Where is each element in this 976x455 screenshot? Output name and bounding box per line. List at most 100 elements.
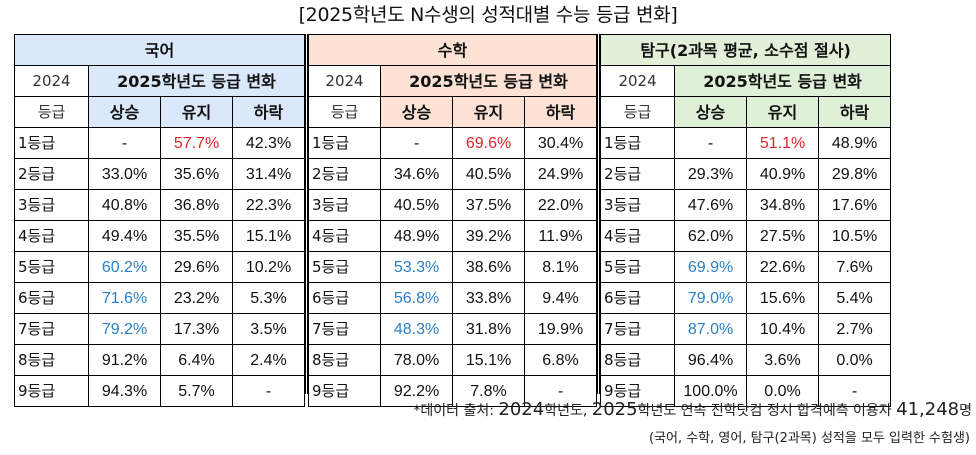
up-cell: 40.8% bbox=[88, 189, 161, 221]
down-cell: 3.5% bbox=[231, 313, 306, 345]
same-header: 유지 bbox=[160, 96, 233, 128]
grade-cell: 1등급 bbox=[308, 127, 382, 159]
table-row: 7등급 79.2% 17.3% 3.5% bbox=[14, 313, 306, 345]
same-cell: 38.6% bbox=[452, 251, 526, 283]
grade-change-tables: 국어 2024 2025학년도 등급 변화 등급 상승 유지 하락 1등급 -57… bbox=[13, 34, 892, 407]
down-header: 하락 bbox=[818, 96, 892, 128]
table-row: 2등급 34.6% 40.5% 24.9% bbox=[308, 158, 598, 190]
up-header: 상승 bbox=[88, 96, 161, 128]
up-cell: 96.4% bbox=[674, 344, 748, 376]
same-cell: 36.8% bbox=[160, 189, 233, 221]
footnote-text-1: 학년도, bbox=[544, 403, 592, 419]
up-cell: 92.2% bbox=[380, 375, 454, 407]
down-cell: 15.1% bbox=[231, 220, 306, 252]
same-cell: 39.2% bbox=[452, 220, 526, 252]
same-cell: 40.9% bbox=[746, 158, 820, 190]
subject-header-math: 수학 bbox=[308, 34, 598, 66]
change-2025-header: 2025학년도 등급 변화 bbox=[380, 65, 598, 97]
down-cell: 5.4% bbox=[818, 282, 892, 314]
table-row: 3등급 47.6% 34.8% 17.6% bbox=[600, 189, 892, 221]
grade-cell: 3등급 bbox=[14, 189, 89, 221]
table-row: 5등급 60.2% 29.6% 10.2% bbox=[14, 251, 306, 283]
table-row: 2등급 29.3% 40.9% 29.8% bbox=[600, 158, 892, 190]
same-cell: 51.1% bbox=[746, 127, 820, 159]
same-cell: 5.7% bbox=[160, 375, 233, 407]
same-cell: 6.4% bbox=[160, 344, 233, 376]
down-cell: 2.4% bbox=[231, 344, 306, 376]
grade-cell: 6등급 bbox=[14, 282, 89, 314]
grade-cell: 2등급 bbox=[14, 158, 89, 190]
math-table: 수학 2024 2025학년도 등급 변화 등급 상승 유지 하락 1등급 -69… bbox=[308, 34, 598, 407]
up-cell: - bbox=[380, 127, 454, 159]
table-row: 1등급 -51.1% 48.9% bbox=[600, 127, 892, 159]
grade-cell: 8등급 bbox=[308, 344, 382, 376]
down-cell: 7.6% bbox=[818, 251, 892, 283]
same-cell: 40.5% bbox=[452, 158, 526, 190]
same-cell: 35.5% bbox=[160, 220, 233, 252]
grade-cell: 5등급 bbox=[600, 251, 676, 283]
up-cell: 60.2% bbox=[88, 251, 161, 283]
table-divider bbox=[305, 34, 309, 394]
down-cell: 24.9% bbox=[524, 158, 598, 190]
grade-label: 등급 bbox=[600, 96, 676, 128]
same-cell: 37.5% bbox=[452, 189, 526, 221]
change-2025-header: 2025학년도 등급 변화 bbox=[87, 65, 306, 97]
up-cell: 78.0% bbox=[380, 344, 454, 376]
up-cell: 62.0% bbox=[674, 220, 748, 252]
same-header: 유지 bbox=[746, 96, 820, 128]
grade-cell: 3등급 bbox=[600, 189, 676, 221]
grade-cell: 5등급 bbox=[14, 251, 89, 283]
grade-cell: 4등급 bbox=[308, 220, 382, 252]
same-header: 유지 bbox=[452, 96, 526, 128]
footnote-year-2025: 2025 bbox=[591, 399, 638, 420]
down-header: 하락 bbox=[524, 96, 598, 128]
grade-cell: 4등급 bbox=[14, 220, 89, 252]
grade-cell: 1등급 bbox=[14, 127, 89, 159]
down-cell: 42.3% bbox=[231, 127, 306, 159]
subject-header-inquiry: 탐구(2과목 평균, 소수점 절사) bbox=[600, 34, 892, 66]
same-cell: 0.0% bbox=[746, 375, 820, 407]
down-cell: 48.9% bbox=[818, 127, 892, 159]
up-cell: 48.9% bbox=[380, 220, 454, 252]
down-cell: 8.1% bbox=[524, 251, 598, 283]
grade-cell: 9등급 bbox=[308, 375, 382, 407]
up-header: 상승 bbox=[380, 96, 454, 128]
grade-cell: 8등급 bbox=[14, 344, 89, 376]
footnote-prefix: *데이터 출처: bbox=[413, 403, 499, 419]
up-cell: - bbox=[674, 127, 748, 159]
up-cell: - bbox=[88, 127, 161, 159]
table-row: 8등급 96.4% 3.6% 0.0% bbox=[600, 344, 892, 376]
down-cell: 29.8% bbox=[818, 158, 892, 190]
grade-cell: 6등급 bbox=[308, 282, 382, 314]
korean-table: 국어 2024 2025학년도 등급 변화 등급 상승 유지 하락 1등급 -57… bbox=[13, 34, 306, 407]
table-row: 3등급 40.5% 37.5% 22.0% bbox=[308, 189, 598, 221]
same-cell: 7.8% bbox=[452, 375, 526, 407]
up-cell: 94.3% bbox=[88, 375, 161, 407]
table-row: 9등급 92.2% 7.8% - bbox=[308, 375, 598, 407]
footnote-suffix: 명 bbox=[959, 403, 972, 419]
table-row: 5등급 53.3% 38.6% 8.1% bbox=[308, 251, 598, 283]
down-cell: 22.3% bbox=[231, 189, 306, 221]
grade-cell: 6등급 bbox=[600, 282, 676, 314]
table-row: 4등급 62.0% 27.5% 10.5% bbox=[600, 220, 892, 252]
down-cell: 9.4% bbox=[524, 282, 598, 314]
up-cell: 47.6% bbox=[674, 189, 748, 221]
grade-cell: 2등급 bbox=[308, 158, 382, 190]
grade-cell: 7등급 bbox=[14, 313, 89, 345]
grade-label: 등급 bbox=[14, 96, 89, 128]
grade-cell: 5등급 bbox=[308, 251, 382, 283]
page-title: [2025학년도 N수생의 성적대별 수능 등급 변화] bbox=[298, 4, 678, 26]
up-header: 상승 bbox=[674, 96, 748, 128]
same-cell: 33.8% bbox=[452, 282, 526, 314]
down-cell: 31.4% bbox=[231, 158, 306, 190]
same-cell: 15.6% bbox=[746, 282, 820, 314]
table-row: 9등급 94.3% 5.7% - bbox=[14, 375, 306, 407]
table-row: 6등급 56.8% 33.8% 9.4% bbox=[308, 282, 598, 314]
down-cell: - bbox=[818, 375, 892, 407]
table-row: 5등급 69.9% 22.6% 7.6% bbox=[600, 251, 892, 283]
table-row: 4등급 48.9% 39.2% 11.9% bbox=[308, 220, 598, 252]
inquiry-rows: 1등급 -51.1% 48.9% 2등급 29.3% 40.9% 29.8% 3등급 47.6%… bbox=[600, 127, 892, 407]
same-cell: 10.4% bbox=[746, 313, 820, 345]
table-row: 3등급 40.8% 36.8% 22.3% bbox=[14, 189, 306, 221]
footnote-year-2024: 2024 bbox=[498, 399, 545, 420]
